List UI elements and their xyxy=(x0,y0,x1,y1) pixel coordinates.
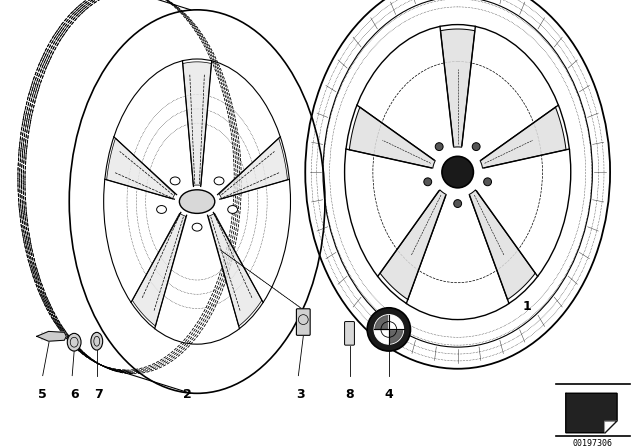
Ellipse shape xyxy=(424,178,431,186)
Text: 6: 6 xyxy=(70,388,79,401)
Polygon shape xyxy=(480,107,566,168)
Polygon shape xyxy=(375,316,389,329)
Text: 2: 2 xyxy=(183,388,191,401)
Polygon shape xyxy=(219,138,287,199)
Ellipse shape xyxy=(170,177,180,185)
Polygon shape xyxy=(36,332,67,341)
Polygon shape xyxy=(107,138,175,199)
Ellipse shape xyxy=(214,177,224,185)
Polygon shape xyxy=(209,213,262,326)
Text: 7: 7 xyxy=(94,388,103,401)
Ellipse shape xyxy=(454,200,461,207)
Polygon shape xyxy=(380,190,446,300)
Ellipse shape xyxy=(157,206,166,213)
Text: 00197306: 00197306 xyxy=(572,439,612,448)
Polygon shape xyxy=(349,107,435,168)
Polygon shape xyxy=(440,29,475,147)
Polygon shape xyxy=(132,213,186,326)
Ellipse shape xyxy=(374,314,404,344)
Ellipse shape xyxy=(435,143,443,151)
Ellipse shape xyxy=(91,332,102,350)
FancyBboxPatch shape xyxy=(344,322,355,345)
Ellipse shape xyxy=(472,143,480,151)
Ellipse shape xyxy=(67,333,81,351)
Ellipse shape xyxy=(484,178,492,186)
Text: 3: 3 xyxy=(296,388,305,401)
Polygon shape xyxy=(389,329,403,343)
Text: 8: 8 xyxy=(345,388,354,401)
Polygon shape xyxy=(375,329,389,343)
Polygon shape xyxy=(605,421,617,433)
Polygon shape xyxy=(566,393,617,433)
Ellipse shape xyxy=(367,308,410,351)
Polygon shape xyxy=(183,62,211,185)
Text: 4: 4 xyxy=(385,388,393,401)
Polygon shape xyxy=(389,316,403,329)
Ellipse shape xyxy=(228,206,237,213)
Text: 1: 1 xyxy=(522,300,531,313)
Ellipse shape xyxy=(442,156,474,188)
Ellipse shape xyxy=(179,190,215,213)
FancyBboxPatch shape xyxy=(296,309,310,335)
Polygon shape xyxy=(469,190,535,300)
Ellipse shape xyxy=(192,223,202,231)
Text: 5: 5 xyxy=(38,388,47,401)
